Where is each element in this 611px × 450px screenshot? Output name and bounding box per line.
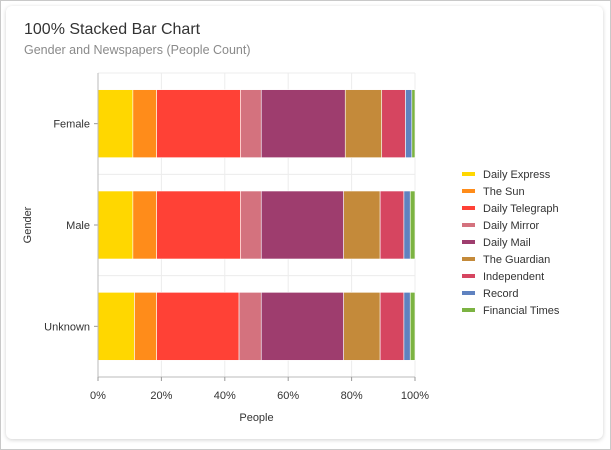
bar-segment [156, 89, 241, 158]
legend-swatch [462, 240, 475, 244]
x-tick-label: 0% [90, 390, 106, 402]
legend-label: Financial Times [483, 305, 560, 317]
x-axis-title: People [239, 412, 273, 424]
bar-segment [238, 292, 262, 361]
y-axis-title: Gender [22, 206, 34, 243]
x-tick-label: 60% [277, 390, 299, 402]
bar-segment [379, 292, 405, 361]
y-tick-label: Unknown [44, 321, 90, 333]
legend-label: Daily Telegraph [483, 203, 559, 215]
bars [97, 89, 416, 361]
bar-segment [240, 190, 262, 260]
legend-label: Daily Mail [483, 237, 531, 249]
bar-segment [260, 190, 344, 260]
legend-label: Independent [483, 271, 544, 283]
bar-segment [343, 292, 381, 361]
legend: Daily Express The Sun Daily Telegraph Daily… [462, 169, 560, 317]
x-tick-label: 80% [341, 390, 363, 402]
bar-segment [403, 190, 411, 260]
legend-swatch [462, 291, 475, 295]
bar-segment [260, 292, 344, 361]
legend-label: Daily Express [483, 169, 551, 181]
legend-swatch [462, 308, 475, 312]
legend-swatch [462, 274, 475, 278]
bar-segment [411, 89, 416, 158]
x-tick-label: 20% [150, 390, 172, 402]
y-tick-label: Male [66, 220, 90, 232]
legend-label: Record [483, 288, 518, 300]
bar-segment [381, 89, 406, 158]
legend-swatch [462, 257, 475, 261]
bar-segment [156, 292, 240, 361]
bar-segment [132, 190, 157, 260]
legend-label: Daily Mirror [483, 220, 540, 232]
bar-segment [97, 190, 134, 260]
x-tick-label: 100% [401, 390, 429, 402]
y-tick-label: Female [53, 119, 90, 131]
bar-segment [240, 89, 262, 158]
bar-segment [409, 190, 416, 260]
bar-segment [97, 89, 134, 158]
bar-segment [343, 190, 381, 260]
bar-segment [132, 89, 157, 158]
legend-label: The Guardian [483, 254, 550, 266]
legend-swatch [462, 223, 475, 227]
bar-segment [134, 292, 157, 361]
bar-segment [379, 190, 405, 260]
legend-swatch [462, 206, 475, 210]
axes: Female Male Unknown 0% 20% 40% 60% 80% 100% Peopl… [22, 73, 429, 424]
bar-segment [260, 89, 346, 158]
bar-segment [403, 292, 411, 361]
bar-segment [97, 292, 135, 361]
bar-segment [344, 89, 383, 158]
chart-title: 100% Stacked Bar Chart [24, 21, 201, 38]
legend-label: The Sun [483, 186, 525, 198]
legend-swatch [462, 189, 475, 193]
bar-segment [409, 292, 416, 361]
x-tick-label: 40% [214, 390, 236, 402]
chart-subtitle: Gender and Newspapers (People Count) [24, 43, 251, 57]
bar-segment [156, 190, 241, 260]
legend-swatch [462, 172, 475, 176]
bar-segment [405, 89, 413, 158]
